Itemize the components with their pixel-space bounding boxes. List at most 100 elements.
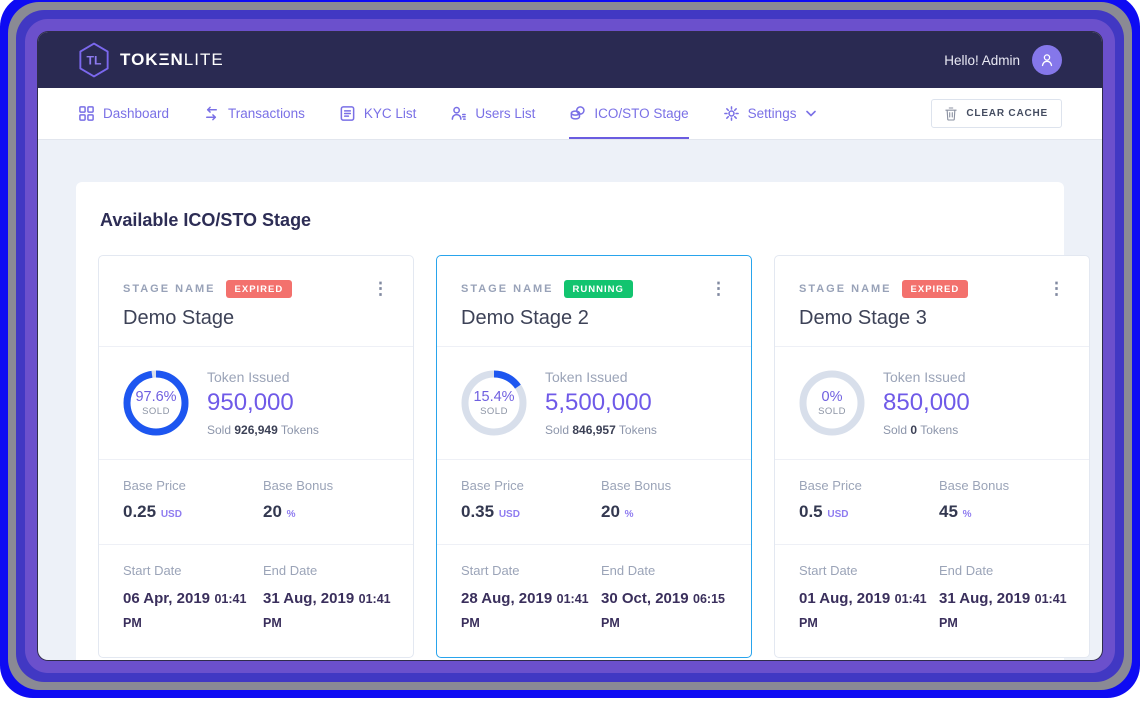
time-text: 01:41 PM <box>263 592 391 630</box>
kebab-menu-icon[interactable]: ⋮ <box>710 279 727 298</box>
nav-item-ico-sto-stage[interactable]: ICO/STO Stage <box>569 88 689 139</box>
sold-prefix: Sold <box>883 423 908 437</box>
start-date-cell: Start Date 06 Apr, 2019 01:41 PM <box>123 563 263 635</box>
bonus-number: 20 <box>601 502 620 521</box>
brand-bold: TOKΞN <box>120 50 184 69</box>
trash-icon <box>945 106 958 121</box>
end-date-value: 31 Aug, 2019 01:41 PM <box>263 587 393 635</box>
token-issued-label: Token Issued <box>207 369 290 385</box>
bonus-unit: % <box>286 509 296 520</box>
nav-label: Settings <box>747 106 797 121</box>
sold-caption: SOLD <box>480 406 508 417</box>
card-stats: 97.6% SOLD Token Issued 950,000 Sold 926… <box>99 346 413 459</box>
start-date-value: 06 Apr, 2019 01:41 PM <box>123 587 253 635</box>
nav-label: Dashboard <box>103 106 170 121</box>
base-price-label: Base Price <box>123 478 186 493</box>
sold-donut-chart: 15.4% SOLD <box>461 370 527 436</box>
date-text: 28 Aug, 2019 <box>461 590 553 607</box>
bonus-unit: % <box>962 509 972 520</box>
card-price-row: Base Price 0.35 USD Base Bonus 20 % <box>437 459 751 544</box>
base-bonus-label: Base Bonus <box>939 478 1010 493</box>
start-date-cell: Start Date 01 Aug, 2019 01:41 PM <box>799 563 939 635</box>
user-avatar[interactable] <box>1032 45 1062 75</box>
settings-gear-icon <box>723 106 739 121</box>
date-text: 30 Oct, 2019 <box>601 590 689 607</box>
top-header: TL TOKΞNLITE Hello! Admin <box>38 32 1102 88</box>
sold-tokens-value: 0 <box>910 423 918 437</box>
sold-tokens-line: Sold 846,957 Tokens <box>545 423 657 437</box>
base-bonus-label: Base Bonus <box>601 478 672 493</box>
price-number: 0.35 <box>461 502 495 521</box>
stage-title: Demo Stage <box>123 307 235 329</box>
nav-item-dashboard[interactable]: Dashboard <box>78 88 169 139</box>
card-header: STAGE NAME EXPIRED ⋮ Demo Stage <box>99 256 413 346</box>
kebab-menu-icon[interactable]: ⋮ <box>1048 279 1065 298</box>
price-number: 0.25 <box>123 502 157 521</box>
base-price-cell: Base Price 0.35 USD <box>461 478 601 522</box>
base-price-cell: Base Price 0.5 USD <box>799 478 939 522</box>
sold-tokens-value: 926,949 <box>234 423 278 437</box>
nav-item-users-list[interactable]: Users List <box>450 88 535 139</box>
card-price-row: Base Price 0.5 USD Base Bonus 45 % <box>775 459 1089 544</box>
users-list-icon <box>451 106 467 120</box>
time-text: 01:41 PM <box>939 592 1067 630</box>
stage-name-label: STAGE NAME <box>799 282 892 295</box>
card-header: STAGE NAME EXPIRED ⋮ Demo Stage 3 <box>775 256 1089 346</box>
transactions-icon <box>206 106 218 121</box>
time-text: 06:15 PM <box>601 592 725 630</box>
clear-cache-button[interactable]: CLEAR CACHE <box>931 99 1062 128</box>
stage-card-demo-stage-2: STAGE NAME RUNNING ⋮ Demo Stage 2 <box>436 255 752 658</box>
base-bonus-cell: Base Bonus 45 % <box>939 478 1069 522</box>
nav-label: KYC List <box>363 106 417 121</box>
tokenlite-logo-icon: TL <box>79 42 109 78</box>
stage-card-demo-stage: STAGE NAME EXPIRED ⋮ Demo Stage <box>98 255 414 658</box>
kebab-menu-icon[interactable]: ⋮ <box>372 279 389 298</box>
sold-tokens-value: 846,957 <box>572 423 616 437</box>
bonus-unit: % <box>624 509 634 520</box>
time-text: 01:41 PM <box>123 592 247 630</box>
card-dates-row: Start Date 01 Aug, 2019 01:41 PM End Dat… <box>775 544 1089 657</box>
nav-item-settings[interactable]: Settings <box>723 88 817 139</box>
date-text: 31 Aug, 2019 <box>939 590 1031 607</box>
price-unit: USD <box>498 509 520 520</box>
end-date-cell: End Date 31 Aug, 2019 01:41 PM <box>939 563 1069 635</box>
base-price-value: 0.35 USD <box>461 502 601 522</box>
sold-caption: SOLD <box>818 406 846 417</box>
stage-card-demo-stage-3: STAGE NAME EXPIRED ⋮ Demo Stage 3 <box>774 255 1090 658</box>
base-price-value: 0.25 USD <box>123 502 263 522</box>
card-stats: 15.4% SOLD Token Issued 5,500,000 Sold 8… <box>437 346 751 459</box>
end-date-label: End Date <box>601 563 656 578</box>
sold-suffix: Tokens <box>920 423 959 437</box>
nav-item-transactions[interactable]: Transactions <box>203 88 305 139</box>
base-bonus-cell: Base Bonus 20 % <box>263 478 393 522</box>
start-date-label: Start Date <box>123 563 182 578</box>
svg-text:TL: TL <box>87 54 102 68</box>
status-badge: EXPIRED <box>901 279 969 298</box>
brand-logo[interactable]: TL TOKΞNLITE <box>78 42 224 78</box>
token-issued-label: Token Issued <box>883 369 966 385</box>
card-dates-row: Start Date 28 Aug, 2019 01:41 PM End Dat… <box>437 544 751 657</box>
end-date-cell: End Date 31 Aug, 2019 01:41 PM <box>263 563 393 635</box>
start-date-value: 01 Aug, 2019 01:41 PM <box>799 587 929 635</box>
sold-percent: 97.6% <box>135 389 177 405</box>
nav-item-kyc-list[interactable]: KYC List <box>339 88 417 139</box>
sold-tokens-line: Sold 0 Tokens <box>883 423 970 437</box>
base-price-cell: Base Price 0.25 USD <box>123 478 263 522</box>
token-issued-value: 850,000 <box>883 389 970 416</box>
base-bonus-label: Base Bonus <box>263 478 334 493</box>
card-price-row: Base Price 0.25 USD Base Bonus 20 % <box>99 459 413 544</box>
date-text: 01 Aug, 2019 <box>799 590 891 607</box>
nav-label: Transactions <box>228 106 305 121</box>
ico-stage-icon <box>570 106 586 120</box>
date-text: 06 Apr, 2019 <box>123 590 211 607</box>
date-text: 31 Aug, 2019 <box>263 590 355 607</box>
time-text: 01:41 PM <box>799 592 927 630</box>
nav-label: Users List <box>475 106 536 121</box>
user-avatar-icon <box>1041 54 1053 67</box>
brand-wordmark: TOKΞNLITE <box>120 50 224 70</box>
sold-caption: SOLD <box>142 406 170 417</box>
clear-cache-label: CLEAR CACHE <box>966 108 1048 119</box>
base-bonus-value: 20 % <box>263 502 393 522</box>
greeting-text: Hello! Admin <box>944 52 1020 68</box>
bonus-number: 45 <box>939 502 958 521</box>
